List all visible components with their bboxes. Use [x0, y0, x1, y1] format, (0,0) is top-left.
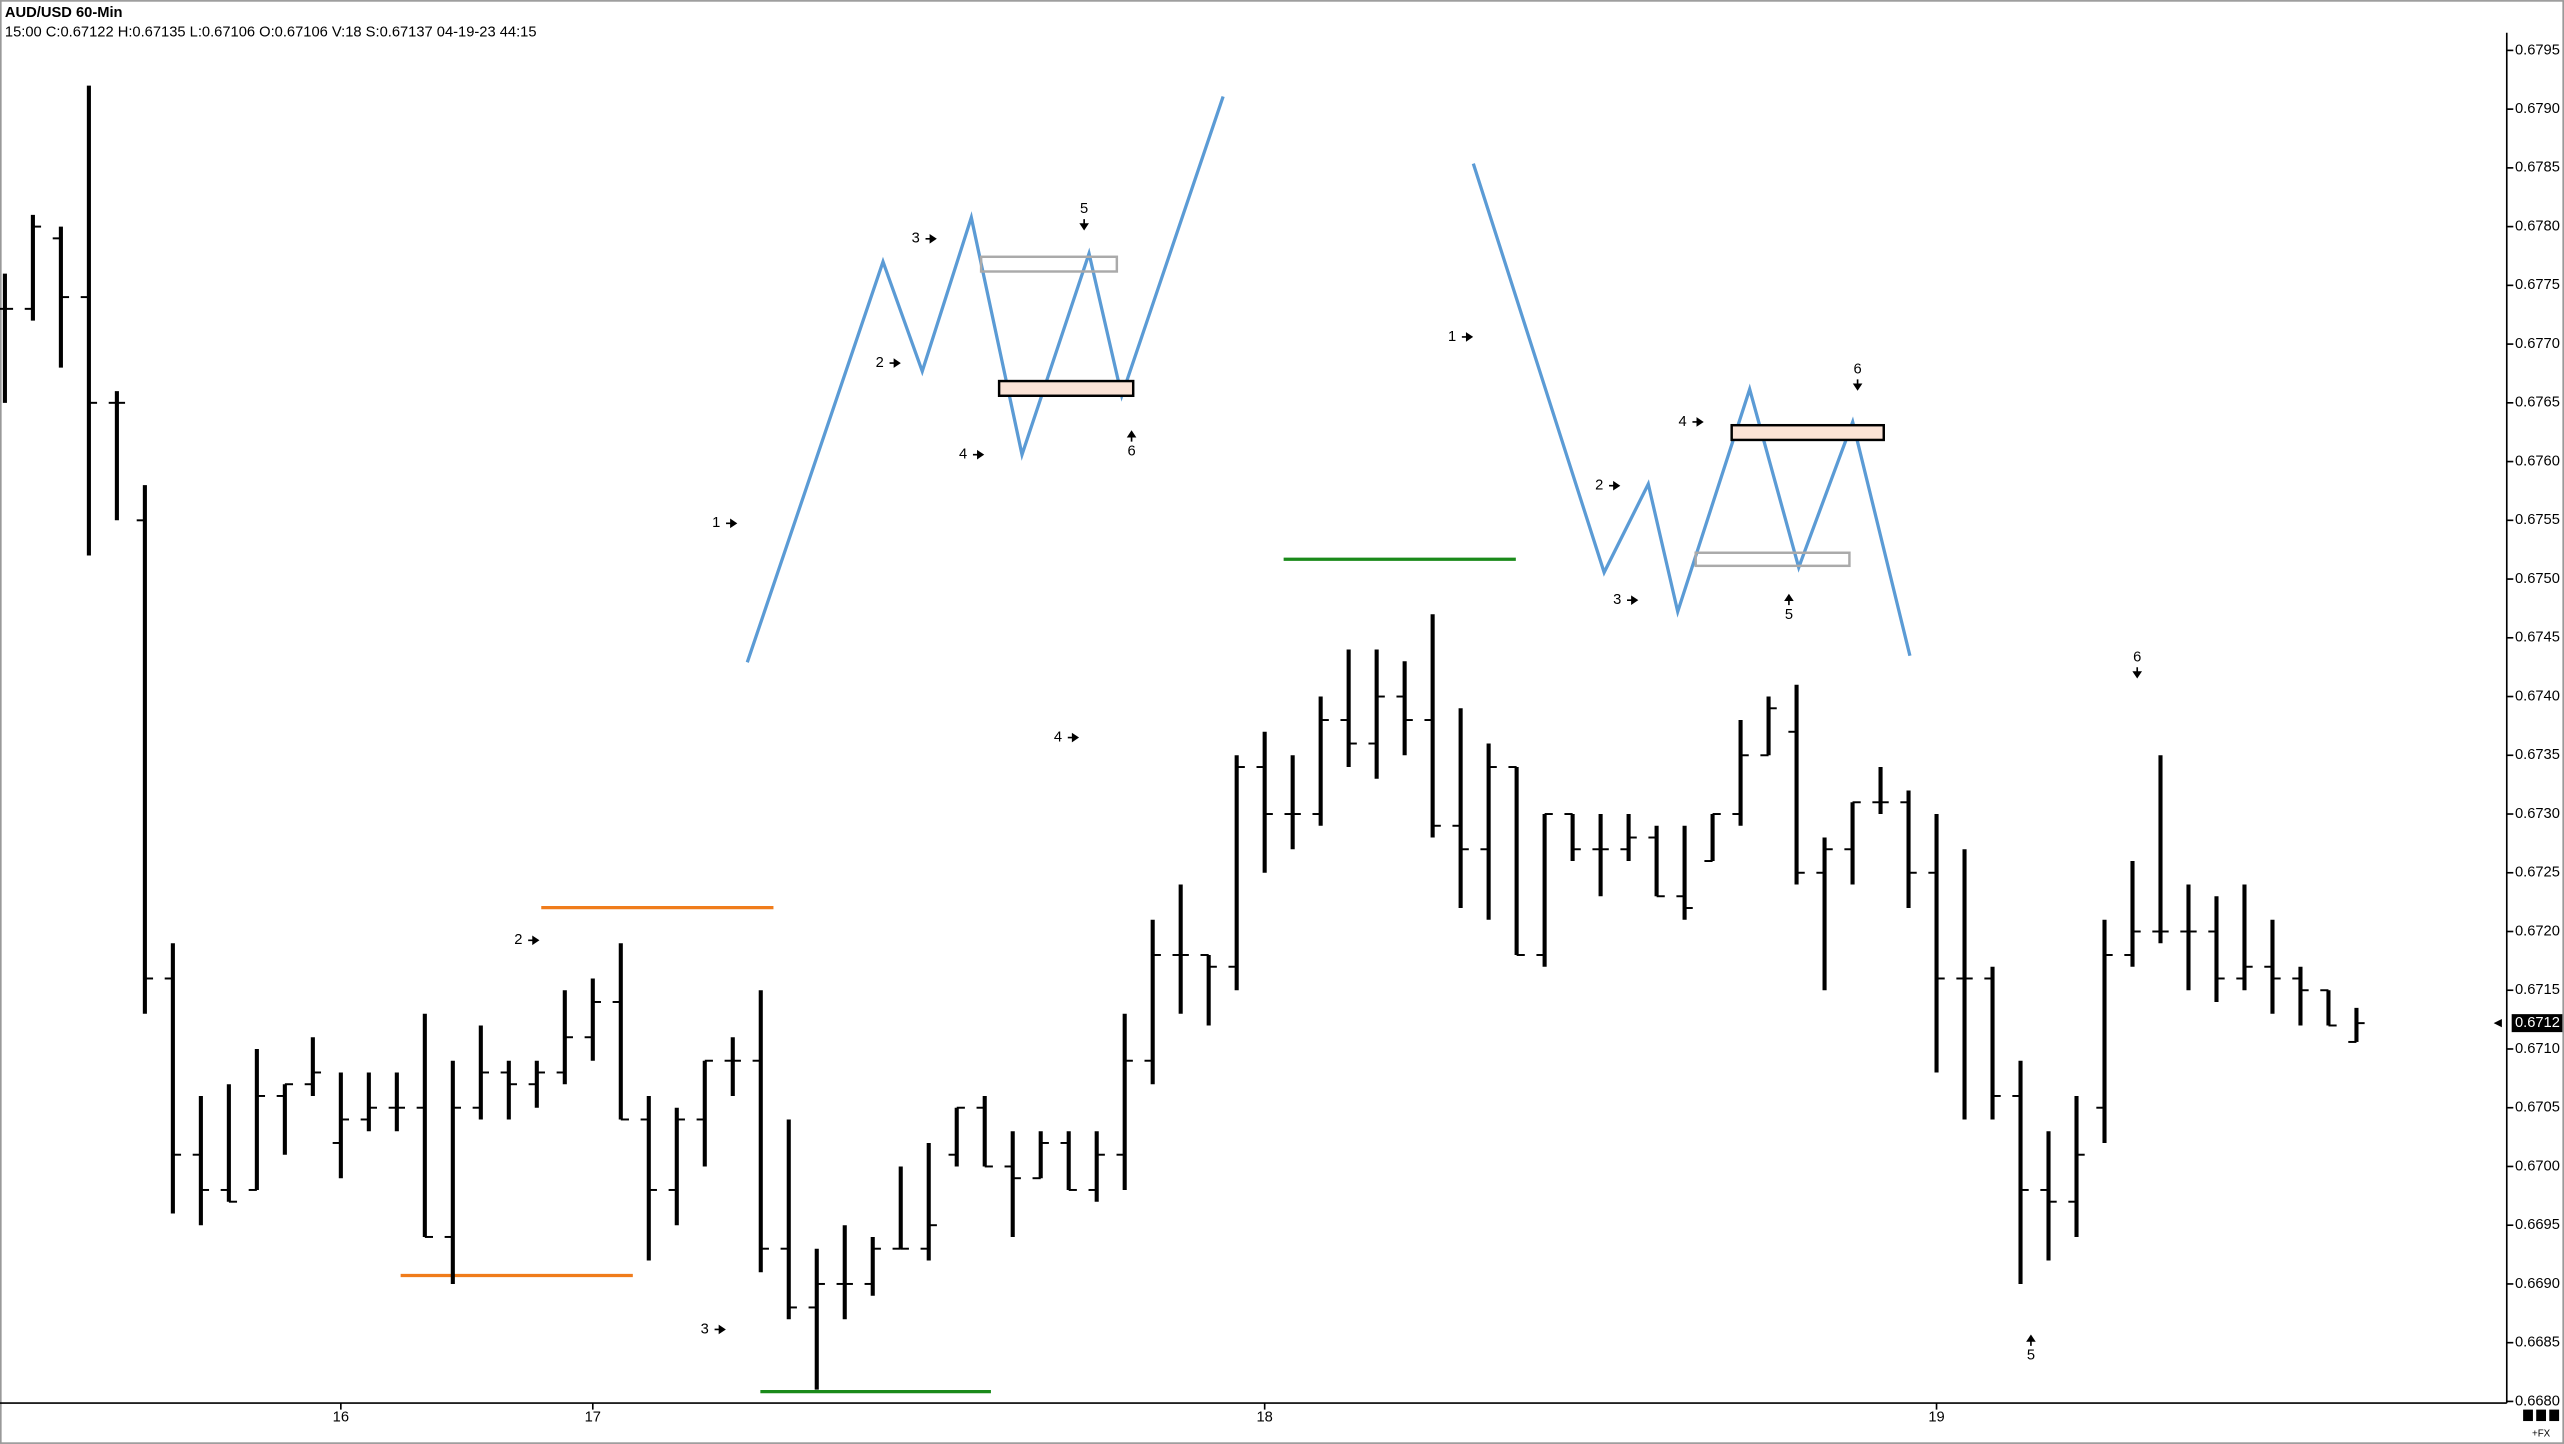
- y-tick-label: 0.6765: [2515, 395, 2560, 411]
- annotation: 5: [1080, 201, 1088, 217]
- y-tick-label: 0.6795: [2515, 42, 2560, 58]
- annotation-arrow: [714, 1324, 726, 1335]
- icon: [2523, 1409, 2533, 1422]
- annotation-arrow: [889, 358, 901, 368]
- drawings: [400, 96, 1912, 1394]
- y-tick-label: 0.6760: [2515, 453, 2560, 469]
- annotation: 5: [2027, 1348, 2035, 1364]
- corner-icons: [2523, 1409, 2560, 1422]
- annotation-arrow: [1852, 379, 1863, 391]
- annotation-arrow: [972, 449, 985, 460]
- x-tick-label: 18: [1256, 1410, 1272, 1426]
- annotation-arrow: [528, 935, 540, 946]
- annotation-arrow: [1784, 593, 1794, 606]
- annotation-arrow: [726, 518, 738, 529]
- last-price-box: [2511, 1014, 2563, 1033]
- annotation: 6: [1127, 443, 1135, 459]
- y-tick-label: 0.6680: [2515, 1393, 2560, 1409]
- annotation-arrow: [1627, 595, 1639, 605]
- y-tick-label: 0.6710: [2515, 1041, 2560, 1057]
- corner-label: +FX: [2532, 1429, 2551, 1440]
- annotation-arrow: [1067, 732, 1080, 743]
- zone-box: [997, 379, 1135, 398]
- zigzag: [745, 96, 1225, 663]
- y-tick-label: 0.6780: [2515, 218, 2560, 234]
- annotation: 3: [701, 1321, 709, 1337]
- chart-info: 15:00 C:0.67122 H:0.67135 L:0.67106 O:0.…: [5, 25, 537, 41]
- annotation: 2: [1595, 478, 1603, 494]
- y-tick-label: 0.6755: [2515, 512, 2560, 528]
- annotation-arrow: [2132, 667, 2143, 679]
- y-tick-label: 0.6740: [2515, 688, 2560, 704]
- y-tick-label: 0.6750: [2515, 571, 2560, 587]
- y-tick-label: 0.6730: [2515, 806, 2560, 822]
- y-tick-label: 0.6775: [2515, 277, 2560, 293]
- y-tick-label: 0.6735: [2515, 747, 2560, 763]
- x-tick-label: 16: [333, 1410, 349, 1426]
- zone-box: [979, 255, 1119, 273]
- y-tick-label: 0.6695: [2515, 1217, 2560, 1233]
- y-tick-label: 0.6745: [2515, 630, 2560, 646]
- y-tick-label: 0.6720: [2515, 923, 2560, 939]
- y-tick-label: 0.6700: [2515, 1158, 2560, 1174]
- last-price-arrow: [2493, 1019, 2502, 1028]
- annotation: 2: [514, 932, 522, 948]
- y-tick-label: 0.6770: [2515, 336, 2560, 352]
- x-tick-label: 19: [1928, 1410, 1944, 1426]
- y-tick-label: 0.6725: [2515, 865, 2560, 881]
- annotation-arrow: [1126, 430, 1137, 442]
- y-tick-label: 0.6690: [2515, 1276, 2560, 1292]
- y-tick-label: 0.6715: [2515, 982, 2560, 998]
- annotation: 6: [2133, 649, 2141, 665]
- annotation: 2: [876, 355, 884, 371]
- y-tick-label: 0.6685: [2515, 1335, 2560, 1351]
- y-tick-label: 0.6785: [2515, 160, 2560, 176]
- zigzag: [1471, 163, 1912, 657]
- annotation: 3: [1613, 592, 1621, 608]
- annotation: 6: [1853, 362, 1861, 378]
- annotation: 1: [712, 515, 720, 531]
- annotation-arrow: [1692, 417, 1704, 427]
- last-price-label: 0.6712: [2515, 1015, 2560, 1031]
- annotation-arrow: [1461, 332, 1474, 342]
- x-tick-label: 17: [585, 1410, 601, 1426]
- annotation: 4: [959, 447, 967, 463]
- zone-box: [1730, 423, 1885, 442]
- zone-box: [1694, 551, 1851, 568]
- annotation: 4: [1679, 414, 1687, 430]
- annotation-arrow: [2026, 1334, 2036, 1346]
- annotation-arrow: [1079, 219, 1089, 231]
- y-tick-label: 0.6705: [2515, 1100, 2560, 1116]
- chart-title: AUD/USD 60-Min: [5, 5, 123, 21]
- y-tick-label: 0.6790: [2515, 101, 2560, 117]
- annotation: 3: [912, 231, 920, 247]
- annotation-arrow: [1609, 480, 1621, 491]
- icon: [2536, 1409, 2547, 1422]
- annotation: 4: [1054, 729, 1062, 745]
- annotation: 5: [1785, 607, 1793, 623]
- annotation: 1: [1448, 329, 1456, 345]
- annotation-arrow: [925, 233, 937, 244]
- icon: [2549, 1409, 2560, 1422]
